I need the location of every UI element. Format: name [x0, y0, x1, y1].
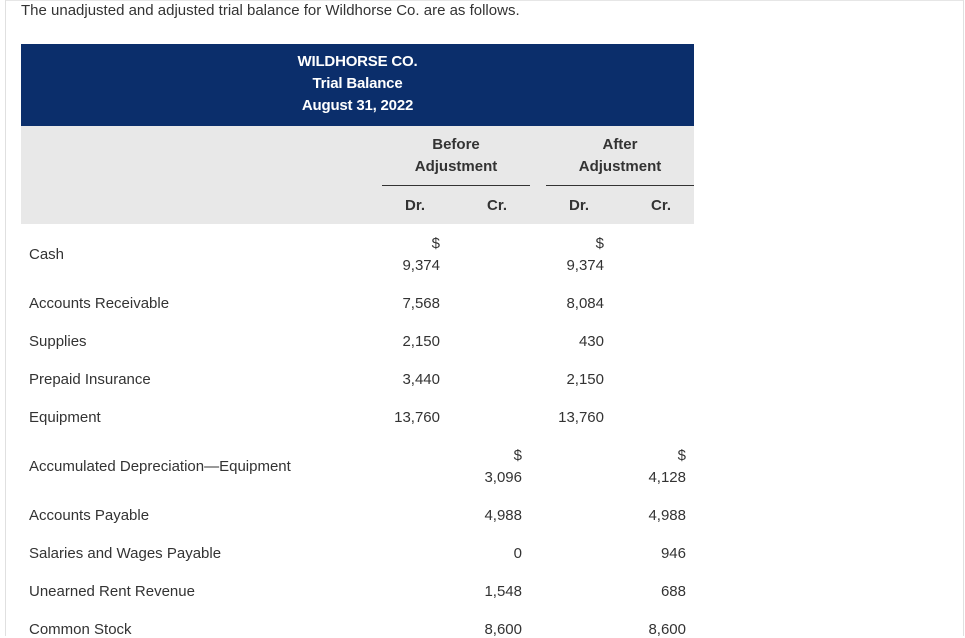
account-label-cash: Cash [29, 246, 65, 263]
after-cr-header: Cr. [650, 197, 671, 214]
before-adjustment-header: Before Adjustment [382, 134, 530, 178]
after-header-line1: After [602, 136, 638, 153]
account-label-accounts-receivable: Accounts Receivable [29, 295, 170, 312]
before-header-underline [382, 185, 530, 186]
account-label-prepaid-insurance: Prepaid Insurance [29, 371, 151, 388]
frame-top-border [5, 0, 964, 1]
supplies-before-dr: 2,150 [402, 333, 440, 350]
currency-symbol: $ [431, 235, 440, 252]
after-header-line2: Adjustment [578, 158, 662, 175]
accounts-receivable-before-dr: 7,568 [402, 295, 440, 312]
currency-symbol: $ [513, 447, 522, 464]
before-header-line1: Before [432, 136, 480, 153]
cash-before-dr: 9,374 [402, 257, 440, 274]
trial-balance-header: WILDHORSE CO. Trial Balance August 31, 2… [21, 44, 694, 126]
before-cr-header: Cr. [486, 197, 507, 214]
cash-after-dr: 9,374 [566, 257, 604, 274]
prepaid-insurance-after-dr: 2,150 [566, 371, 604, 388]
statement-date: August 31, 2022 [301, 97, 414, 114]
company-name: WILDHORSE CO. [297, 53, 418, 70]
frame-left-border [5, 0, 6, 636]
accounts-receivable-after-dr: 8,084 [566, 295, 604, 312]
currency-symbol: $ [677, 447, 686, 464]
salaries-wages-payable-after-cr: 946 [660, 545, 686, 562]
account-label-common-stock: Common Stock [29, 621, 132, 638]
currency-symbol: $ [595, 235, 604, 252]
accumulated-depreciation-after-cr: 4,128 [648, 469, 686, 486]
before-header-line2: Adjustment [414, 158, 498, 175]
after-header-underline [546, 185, 694, 186]
after-adjustment-header: After Adjustment [546, 134, 694, 178]
account-label-equipment: Equipment [29, 409, 101, 426]
equipment-before-dr: 13,760 [394, 409, 440, 426]
accounts-payable-after-cr: 4,988 [648, 507, 686, 524]
common-stock-after-cr: 8,600 [648, 621, 686, 638]
account-label-salaries-wages-payable: Salaries and Wages Payable [29, 545, 222, 562]
accounts-payable-before-cr: 4,988 [484, 507, 522, 524]
salaries-wages-payable-before-cr: 0 [513, 545, 522, 562]
column-header-band [21, 126, 694, 224]
supplies-after-dr: 430 [578, 333, 604, 350]
before-dr-header: Dr. [404, 197, 425, 214]
prepaid-insurance-before-dr: 3,440 [402, 371, 440, 388]
accumulated-depreciation-before-cr: 3,096 [484, 469, 522, 486]
account-label-supplies: Supplies [29, 333, 87, 350]
account-label-accounts-payable: Accounts Payable [29, 507, 150, 524]
intro-text: The unadjusted and adjusted trial balanc… [21, 2, 520, 19]
unearned-rent-revenue-after-cr: 688 [660, 583, 686, 600]
account-label-unearned-rent-revenue: Unearned Rent Revenue [29, 583, 195, 600]
statement-title: Trial Balance [312, 75, 403, 92]
after-dr-header: Dr. [568, 197, 589, 214]
frame-right-border [963, 0, 964, 636]
account-label-accumulated-depreciation: Accumulated Depreciation—Equipment [29, 458, 291, 475]
unearned-rent-revenue-before-cr: 1,548 [484, 583, 522, 600]
equipment-after-dr: 13,760 [558, 409, 604, 426]
common-stock-before-cr: 8,600 [484, 621, 522, 638]
